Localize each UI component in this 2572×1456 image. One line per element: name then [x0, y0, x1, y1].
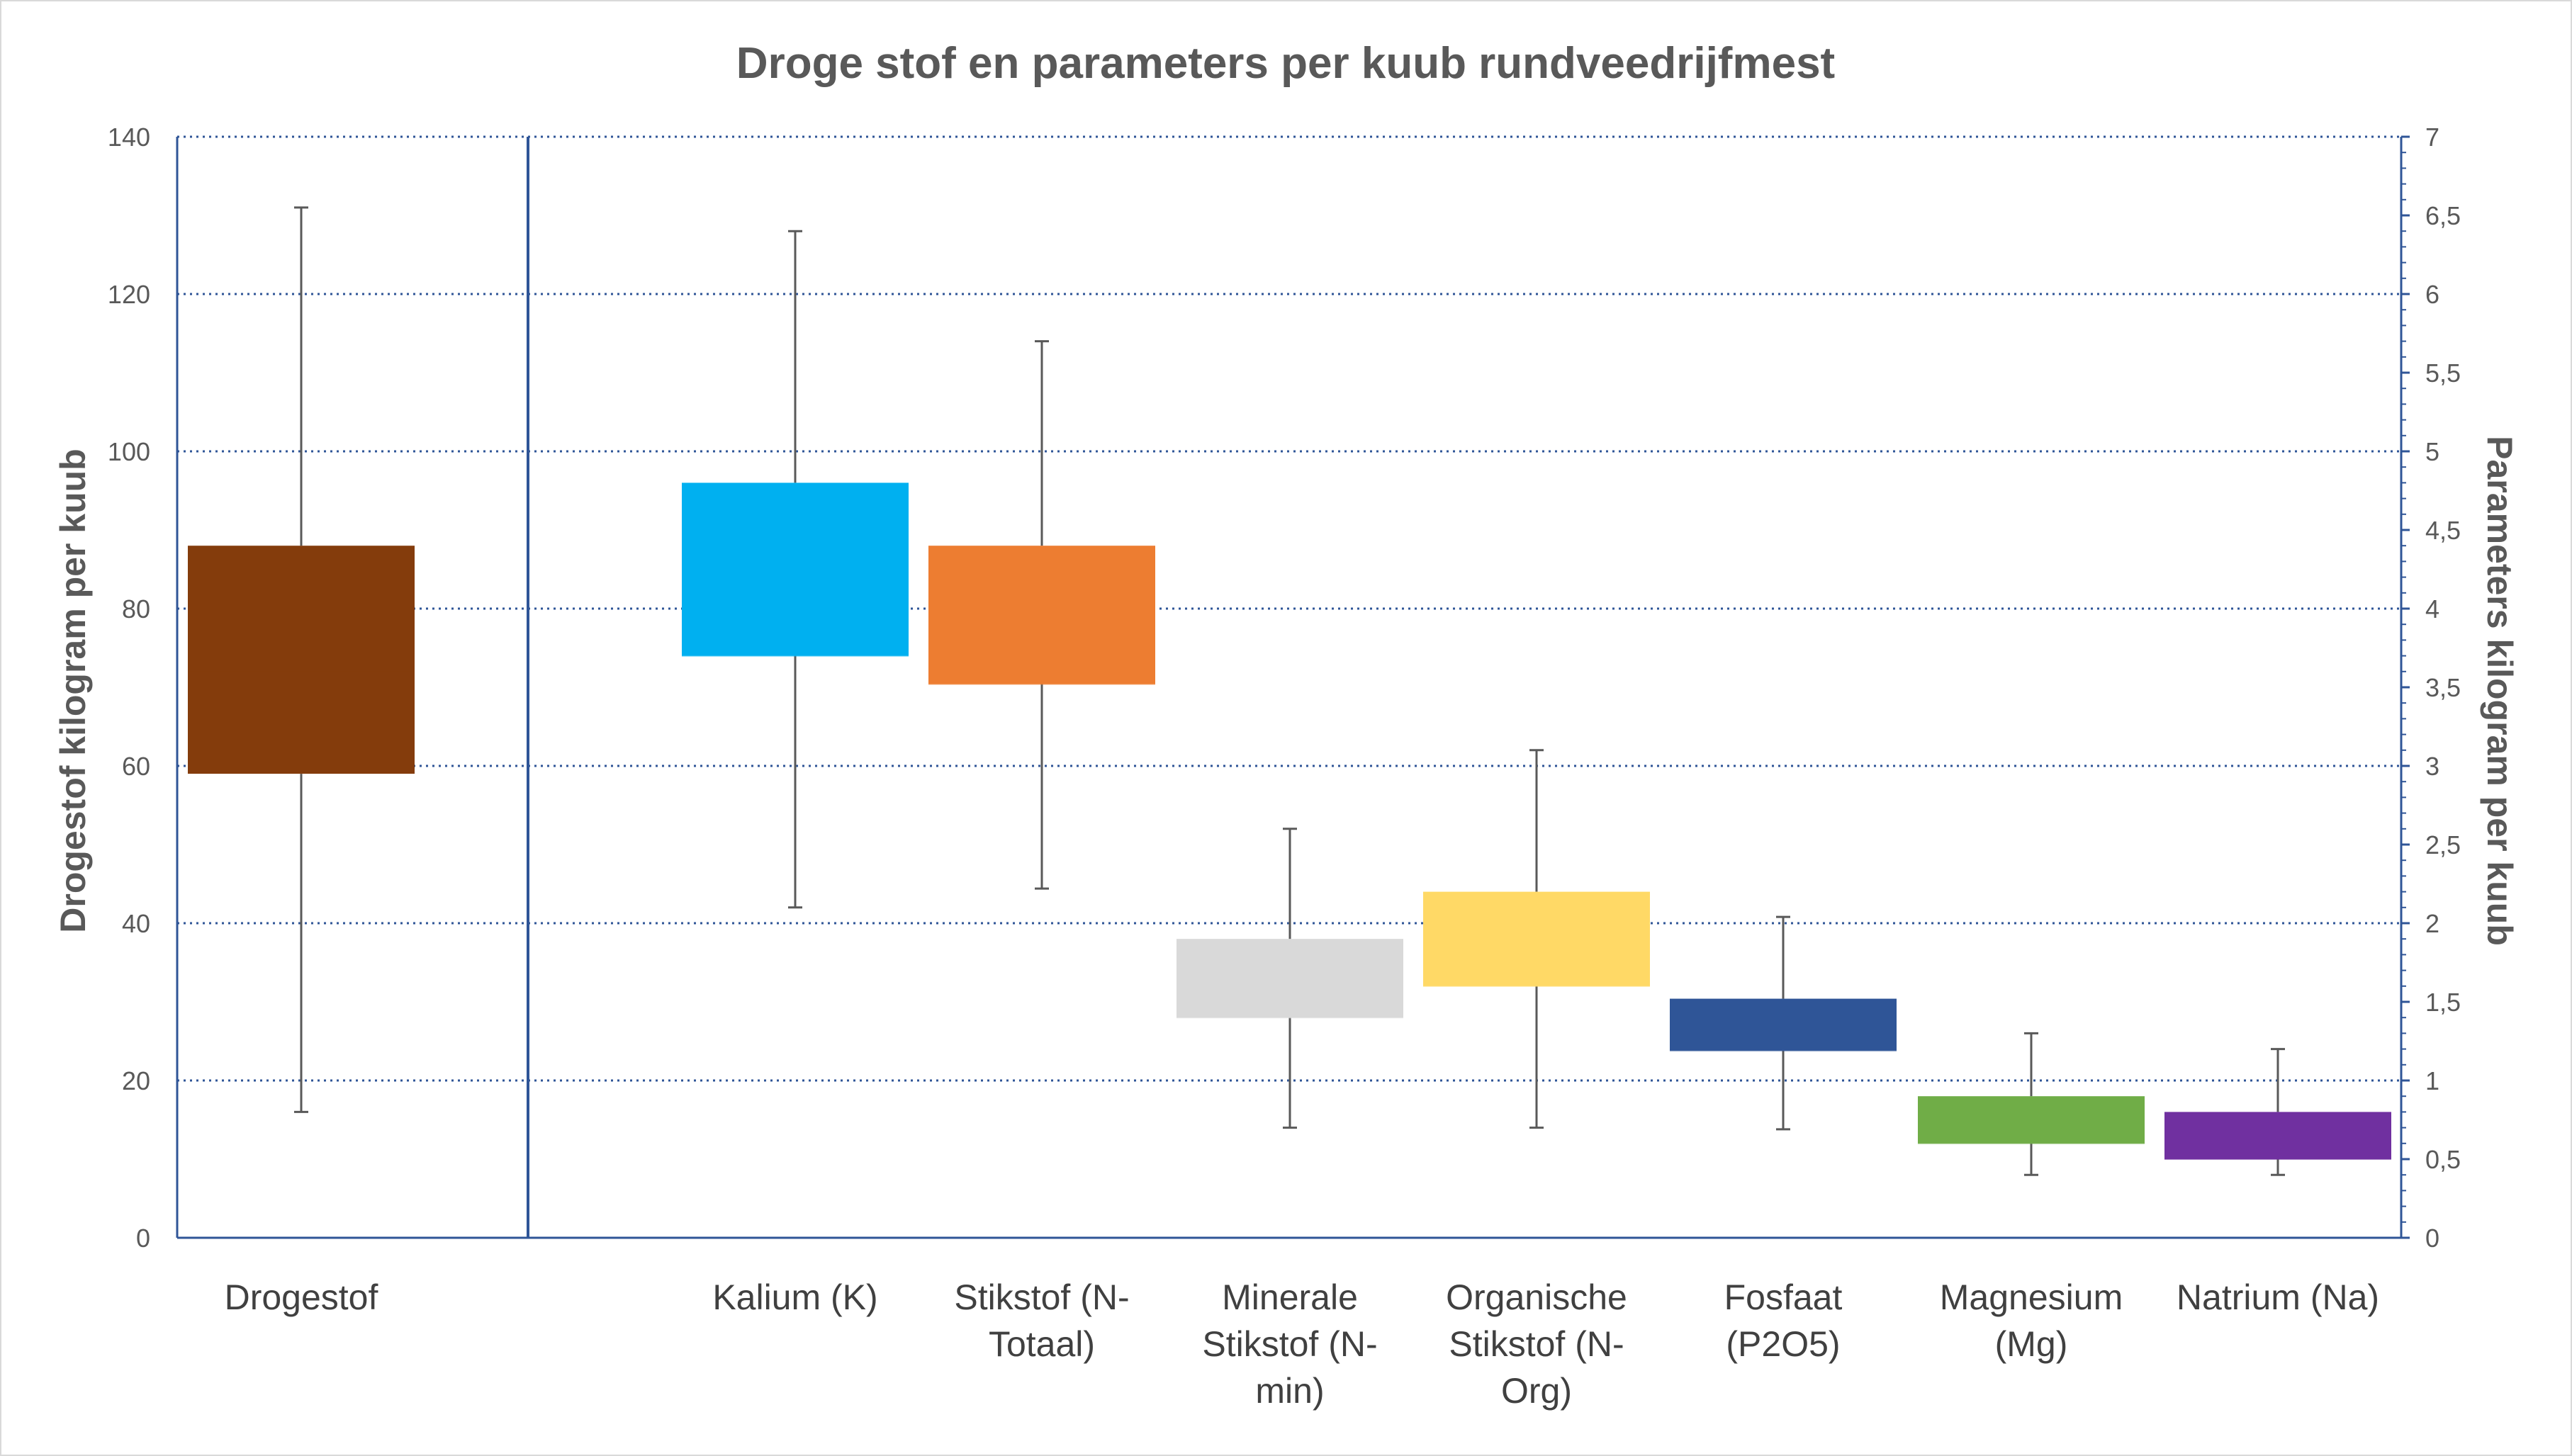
category-label: Drogestof [225, 1277, 378, 1317]
category-label: (P2O5) [1726, 1324, 1840, 1364]
right-tick-label: 7 [2425, 123, 2439, 152]
box-group [682, 230, 909, 909]
category-label: Natrium (Na) [2177, 1277, 2379, 1317]
category-label: Stikstof (N- [1202, 1324, 1377, 1364]
right-tick-label: 5,5 [2425, 359, 2461, 388]
box-rect [188, 546, 415, 774]
right-tick-label: 0,5 [2425, 1145, 2461, 1174]
box-rect [682, 482, 909, 656]
right-tick-label: 3 [2425, 752, 2439, 781]
category-label: Org) [1501, 1371, 1572, 1411]
right-tick-label: 4,5 [2425, 516, 2461, 545]
box-rect [2164, 1112, 2391, 1159]
category-label: Fosfaat [1724, 1277, 1843, 1317]
left-tick-label: 120 [108, 280, 150, 309]
right-tick-label: 1,5 [2425, 988, 2461, 1017]
boxes [188, 206, 2391, 1176]
left-tick-label: 80 [122, 594, 150, 623]
right-tick-label: 2,5 [2425, 830, 2461, 859]
right-tick-label: 2 [2425, 909, 2439, 938]
category-label: Organische [1446, 1277, 1627, 1317]
chart-title: Droge stof en parameters per kuub rundve… [736, 39, 1835, 88]
box-group [1670, 915, 1897, 1131]
left-axis-title: Drogestof kilogram per kuub [53, 448, 93, 932]
right-tick-label: 3,5 [2425, 673, 2461, 702]
box-rect [928, 546, 1155, 684]
left-tick-label: 140 [108, 123, 150, 152]
box-group [1177, 828, 1403, 1129]
right-axis-title: Parameters kilogram per kuub [2480, 436, 2520, 946]
category-label: Stikstof (N- [954, 1277, 1129, 1317]
category-label: Kalium (K) [712, 1277, 877, 1317]
box-group [1918, 1032, 2145, 1176]
right-tick-label: 6 [2425, 280, 2439, 309]
box-rect [1177, 939, 1403, 1018]
left-tick-label: 40 [122, 909, 150, 938]
box-group [2164, 1048, 2391, 1176]
category-label: Stikstof (N- [1449, 1324, 1624, 1364]
axes [176, 135, 2410, 1239]
left-tick-label: 0 [136, 1224, 150, 1253]
box-rect [1918, 1096, 2145, 1144]
category-label: Totaal) [989, 1324, 1095, 1364]
right-tick-label: 5 [2425, 437, 2439, 466]
category-label: Minerale [1222, 1277, 1358, 1317]
left-tick-label: 60 [122, 752, 150, 781]
right-tick-label: 4 [2425, 594, 2439, 623]
box-rect [1670, 998, 1897, 1051]
right-tick-label: 1 [2425, 1066, 2439, 1095]
left-tick-label: 100 [108, 437, 150, 466]
box-group [1423, 749, 1650, 1129]
left-tick-label: 20 [122, 1066, 150, 1095]
box-group [188, 206, 415, 1113]
box-rect [1423, 891, 1650, 986]
box-group [928, 340, 1155, 890]
category-label: min) [1255, 1371, 1324, 1411]
category-label: Magnesium [1940, 1277, 2123, 1317]
category-label: (Mg) [1995, 1324, 2068, 1364]
labels: 0 20 40 60 80 100 120 140 0 0,5 1 1,5 2 2,5 3 3,5 4 4,5 5 5… [108, 123, 2461, 1411]
right-tick-label: 6,5 [2425, 201, 2461, 230]
right-tick-label: 0 [2425, 1224, 2439, 1253]
